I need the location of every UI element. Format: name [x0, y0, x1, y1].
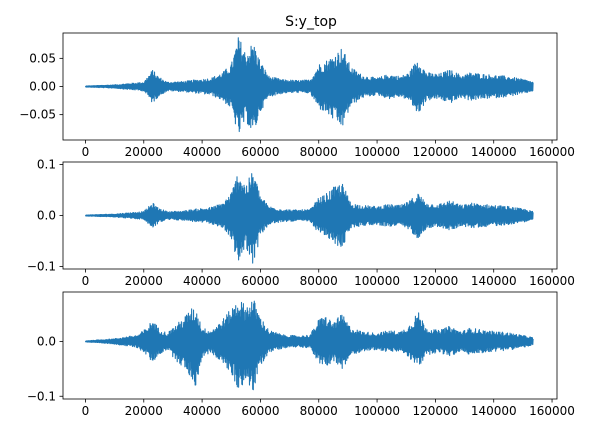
x-tick-label: 40000: [183, 145, 221, 159]
x-tick-label: 20000: [125, 274, 163, 288]
subplot-2: 0 20000 40000 60000 80000 100000 120000 140000 1…: [27, 158, 575, 288]
x-tick-label: 0: [82, 404, 90, 418]
x-tick-label: 20000: [125, 404, 163, 418]
y-tick-label: 0.05: [29, 51, 56, 65]
y-tick-label: 0.1: [37, 158, 56, 172]
x-tick-label: 80000: [300, 145, 338, 159]
x-tick-label: 80000: [300, 274, 338, 288]
x-tick-label: 80000: [300, 404, 338, 418]
x-tick-label: 120000: [412, 404, 458, 418]
x-tick-label: 20000: [125, 145, 163, 159]
x-tick-label: 60000: [241, 145, 279, 159]
x-tick-label: 160000: [529, 145, 575, 159]
x-tick-label: 160000: [529, 274, 575, 288]
y-tick-label: 0.0: [37, 209, 56, 223]
x-tick-label: 120000: [412, 145, 458, 159]
x-tick-label: 0: [82, 145, 90, 159]
subplot-1: 0 20000 40000 60000 80000 100000 120000 140000 1…: [19, 32, 575, 159]
x-tick-label: 160000: [529, 404, 575, 418]
y-tick-label: −0.1: [27, 259, 56, 273]
y-tick-label: 0.00: [29, 80, 56, 94]
y-tick-label: 0.0: [37, 334, 56, 348]
x-tick-label: 40000: [183, 404, 221, 418]
y-tick-label: −0.1: [27, 389, 56, 403]
x-tick-label: 100000: [354, 404, 400, 418]
waveform-series: [84, 300, 534, 391]
x-tick-label: 140000: [471, 145, 517, 159]
x-tick-label: 60000: [241, 404, 279, 418]
x-tick-label: 0: [82, 274, 90, 288]
figure-title: S:y_top: [285, 14, 337, 30]
x-tick-label: 140000: [471, 404, 517, 418]
x-tick-label: 60000: [241, 274, 279, 288]
x-tick-label: 100000: [354, 274, 400, 288]
x-tick-label: 120000: [412, 274, 458, 288]
axes-frame: [62, 291, 558, 400]
waveform-series: [84, 173, 534, 264]
subplot-3: 0 20000 40000 60000 80000 100000 120000 140000 1…: [27, 291, 575, 418]
x-tick-label: 40000: [183, 274, 221, 288]
x-tick-label: 140000: [471, 274, 517, 288]
y-tick-label: −0.05: [19, 108, 56, 122]
x-tick-label: 100000: [354, 145, 400, 159]
waveform-series: [84, 37, 534, 133]
